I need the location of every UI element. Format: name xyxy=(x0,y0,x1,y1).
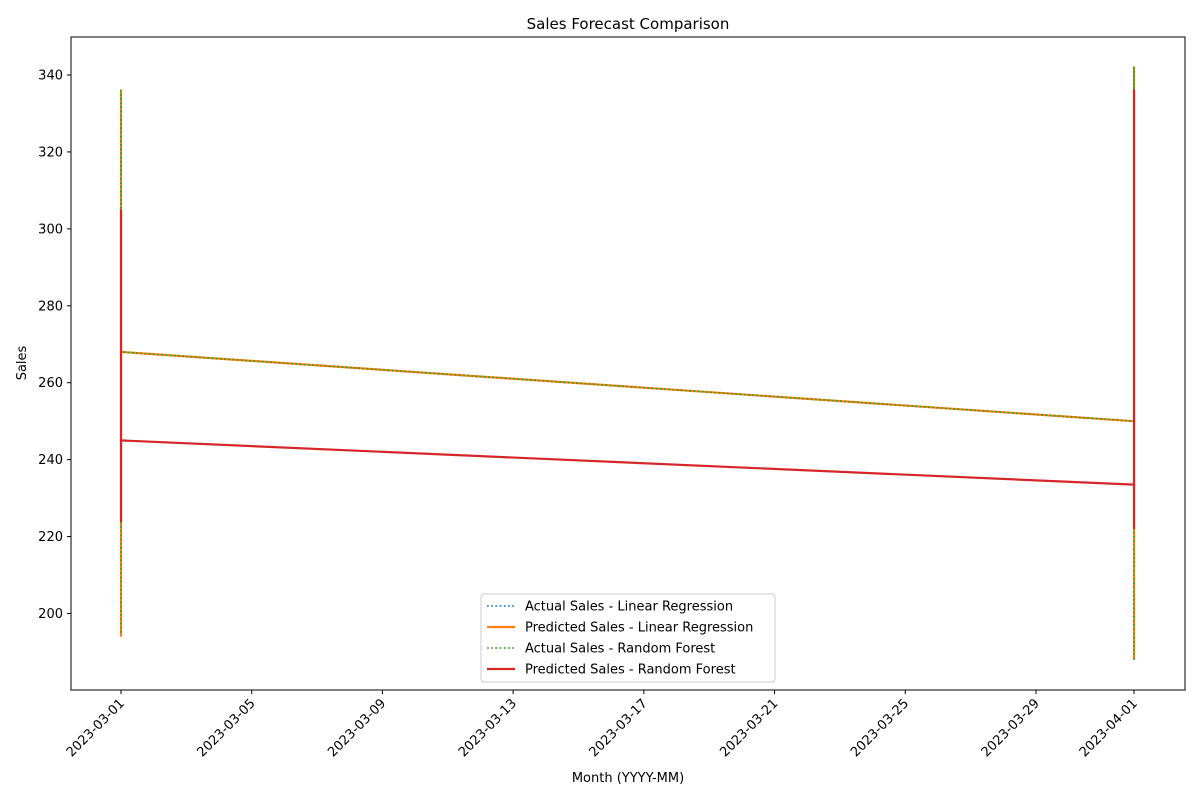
x-tick-label: 2023-04-01 xyxy=(1077,696,1141,760)
legend-box xyxy=(480,593,776,683)
y-axis-label: Sales xyxy=(15,345,30,380)
x-axis-label: Month (YYYY-MM) xyxy=(572,771,684,786)
legend-label: Actual Sales - Random Forest xyxy=(525,642,715,657)
x-tick-label: 2023-03-05 xyxy=(195,696,259,760)
y-tick-label: 320 xyxy=(38,145,63,160)
chart-title: Sales Forecast Comparison xyxy=(527,15,730,33)
y-tick-label: 240 xyxy=(38,453,63,468)
y-tick-label: 300 xyxy=(38,222,63,237)
series-line-3 xyxy=(120,66,1135,660)
x-tick-label: 2023-03-21 xyxy=(717,696,781,760)
y-tick-label: 260 xyxy=(38,376,63,391)
y-tick-label: 220 xyxy=(38,530,63,545)
series-line-2 xyxy=(119,66,1136,660)
y-tick-label: 280 xyxy=(38,299,63,314)
x-tick-label: 2023-03-29 xyxy=(979,696,1043,760)
x-tick-label: 2023-03-09 xyxy=(325,696,389,760)
y-tick-label: 340 xyxy=(38,69,63,84)
plot-area xyxy=(119,66,1136,660)
y-tick-label: 200 xyxy=(38,607,63,622)
x-tick-label: 2023-03-25 xyxy=(848,696,912,760)
x-tick-label: 2023-03-13 xyxy=(456,696,520,760)
series-line-1 xyxy=(120,66,1135,660)
x-tick-label: 2023-03-17 xyxy=(587,696,651,760)
legend-label: Predicted Sales - Linear Regression xyxy=(525,621,753,636)
x-tick-label: 2023-03-01 xyxy=(64,696,128,760)
legend: Actual Sales - Linear Regression Predicte… xyxy=(480,593,776,683)
plot-frame xyxy=(70,36,1186,691)
legend-label: Predicted Sales - Random Forest xyxy=(525,663,736,678)
legend-label: Actual Sales - Linear Regression xyxy=(525,600,733,615)
series-line-4 xyxy=(119,89,1136,529)
